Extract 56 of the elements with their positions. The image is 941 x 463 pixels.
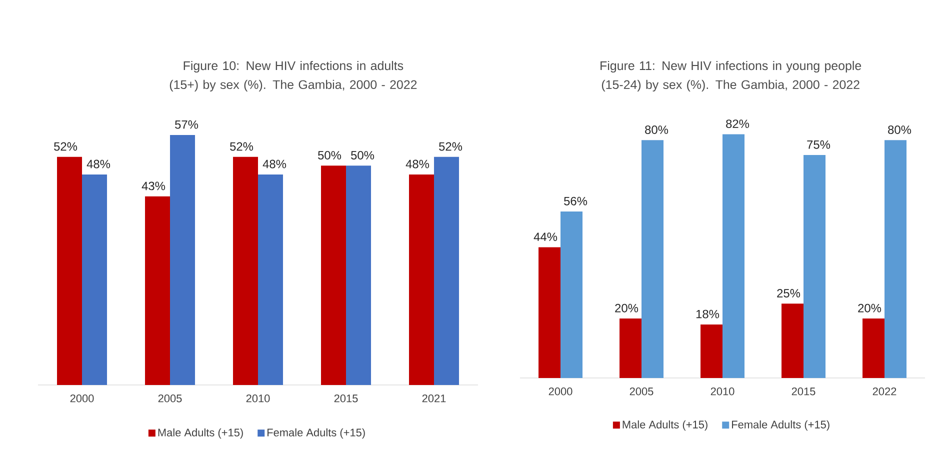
data-label: 52% xyxy=(439,142,462,151)
bar xyxy=(620,318,642,378)
bar xyxy=(804,155,826,378)
bar xyxy=(434,156,460,385)
data-label: 52% xyxy=(230,142,254,151)
data-label: 80% xyxy=(645,126,668,134)
data-label: 50% xyxy=(351,151,374,160)
x-tick-label: 2000 xyxy=(70,394,94,402)
data-label: 48% xyxy=(86,160,110,168)
bar xyxy=(862,318,885,378)
data-label: 80% xyxy=(888,126,912,134)
x-tick-label: 2022 xyxy=(872,388,896,396)
data-label: 56% xyxy=(564,196,588,206)
data-label: 75% xyxy=(807,140,830,149)
bar xyxy=(346,166,372,385)
bar xyxy=(57,156,82,385)
x-tick-label: 2021 xyxy=(422,394,446,402)
bar xyxy=(722,134,745,378)
data-label: 48% xyxy=(406,160,430,168)
x-tick-label: 2010 xyxy=(246,394,270,402)
legend-label: Female Adults (+15) xyxy=(268,428,365,439)
x-tick-label: 2015 xyxy=(792,388,816,396)
bar xyxy=(82,174,108,385)
legend-label: Male Adults (+15) xyxy=(622,420,708,431)
bar xyxy=(642,140,664,378)
data-label: 25% xyxy=(777,289,800,298)
data-label: 20% xyxy=(615,304,638,312)
bar xyxy=(233,156,258,385)
data-label: 52% xyxy=(54,142,78,151)
data-label: 48% xyxy=(262,160,286,168)
data-label: 20% xyxy=(858,304,882,312)
legend-label: Female Adults (+15) xyxy=(732,420,830,431)
data-label: 57% xyxy=(175,120,198,129)
x-tick-label: 2000 xyxy=(548,388,572,396)
bar xyxy=(170,134,196,385)
data-label: 82% xyxy=(726,120,750,128)
bar xyxy=(560,212,583,378)
bar xyxy=(884,140,907,378)
data-label: 50% xyxy=(318,151,342,160)
bar xyxy=(409,174,434,385)
bar xyxy=(145,196,170,385)
data-label: 44% xyxy=(534,232,558,241)
x-tick-label: 2005 xyxy=(630,388,654,396)
data-label: 43% xyxy=(142,182,166,190)
chart-title: Figure 10: New HIV infections in adults (15+) by sex (%). The Gambia, 2000 - 2022 xyxy=(170,60,417,92)
data-label: 18% xyxy=(696,310,720,318)
x-tick-label: 2010 xyxy=(710,388,734,396)
bar xyxy=(538,247,561,378)
bar xyxy=(258,174,284,385)
bar xyxy=(782,304,804,378)
chart-title: Figure 11: New HIV infections in young people (15-24) by sex (%). The Gambia, 2000 - 2022 xyxy=(600,60,862,92)
bar xyxy=(321,166,346,385)
legend-label: Male Adults (+15) xyxy=(158,428,243,439)
x-tick-label: 2015 xyxy=(334,394,358,402)
x-tick-label: 2005 xyxy=(158,394,182,402)
bar xyxy=(700,324,723,378)
